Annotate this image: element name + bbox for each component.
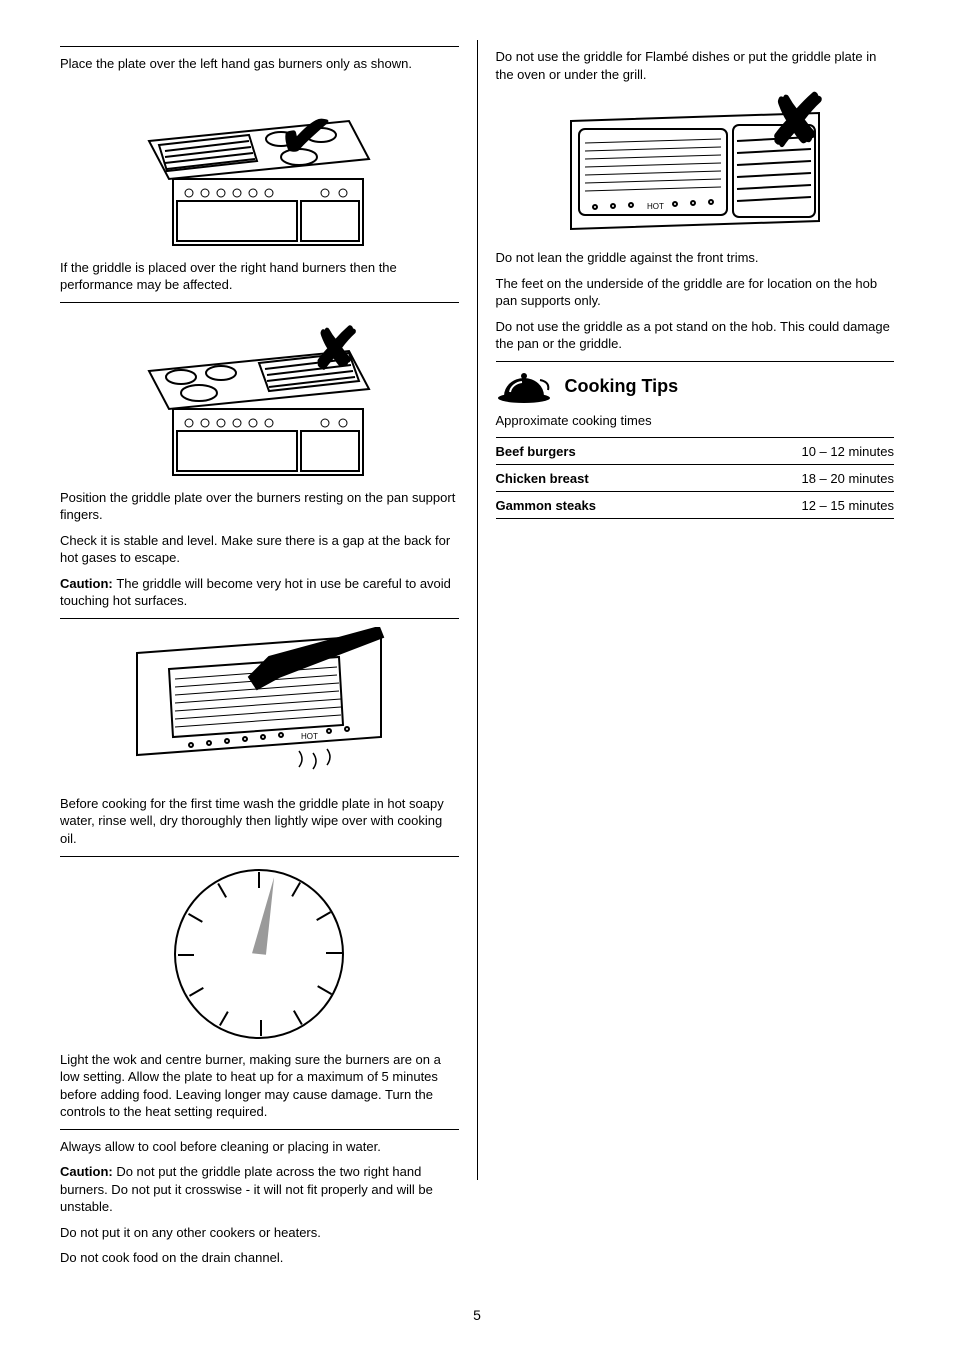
divider: [60, 302, 459, 303]
table-row: Beef burgers 10 – 12 minutes: [496, 437, 895, 465]
food-name: Chicken breast: [496, 471, 719, 486]
svg-text:HOT: HOT: [647, 202, 664, 211]
cooking-tips-title: Cooking Tips: [565, 376, 679, 396]
figure-correct-position: ✔: [60, 81, 459, 251]
page-number: 5: [0, 1307, 954, 1323]
dish-icon: [496, 370, 552, 404]
cooking-times-table: Beef burgers 10 – 12 minutes Chicken bre…: [496, 437, 895, 519]
divider: [60, 46, 459, 47]
left-para-3c: Caution: The griddle will become very ho…: [60, 575, 459, 610]
right-para-4: Do not use the griddle as a pot stand on…: [496, 318, 895, 353]
griddle-spatula-illustration: HOT: [129, 627, 389, 787]
left-para-5: Light the wok and centre burner, making …: [60, 1051, 459, 1121]
cross-icon: ✘: [311, 315, 360, 383]
divider: [496, 361, 895, 362]
cooker-correct-illustration: [139, 81, 379, 251]
svg-text:HOT: HOT: [301, 732, 318, 741]
right-para-1: Do not use the griddle for Flambé dishes…: [496, 48, 895, 83]
page-columns: Place the plate over the left hand gas b…: [60, 40, 894, 1220]
table-row: Chicken breast 18 – 20 minutes: [496, 465, 895, 492]
left-para-3a: Position the griddle plate over the burn…: [60, 489, 459, 524]
left-para-6b: Caution: Do not put the griddle plate ac…: [60, 1163, 459, 1216]
left-para-6a: Always allow to cool before cleaning or …: [60, 1138, 459, 1156]
left-column: Place the plate over the left hand gas b…: [60, 40, 477, 1220]
figure-do-not-lean: HOT ✘: [496, 91, 895, 241]
figure-spatula: HOT: [60, 627, 459, 787]
left-para-1: Place the plate over the left hand gas b…: [60, 55, 459, 73]
cook-time: 10 – 12 minutes: [719, 444, 894, 459]
cook-time: 18 – 20 minutes: [719, 471, 894, 486]
caution-text: The griddle will become very hot in use …: [60, 576, 451, 609]
left-para-2: If the griddle is placed over the right …: [60, 259, 459, 294]
check-icon: ✔: [274, 95, 338, 177]
divider: [60, 1129, 459, 1130]
cross-icon: ✘: [766, 79, 826, 163]
right-column: Do not use the griddle for Flambé dishes…: [478, 40, 895, 1220]
cook-time: 12 – 15 minutes: [719, 498, 894, 513]
cooking-tips-intro: Approximate cooking times: [496, 412, 895, 430]
food-name: Gammon steaks: [496, 498, 719, 513]
left-para-6c: Do not put it on any other cookers or he…: [60, 1224, 459, 1242]
figure-clock: [60, 865, 459, 1043]
divider: [60, 856, 459, 857]
right-para-2: Do not lean the griddle against the fron…: [496, 249, 895, 267]
left-para-4: Before cooking for the first time wash t…: [60, 795, 459, 848]
caution-label: Caution:: [60, 576, 116, 591]
food-name: Beef burgers: [496, 444, 719, 459]
cooking-tips-heading: Cooking Tips: [496, 370, 895, 404]
left-para-7: Do not cook food on the drain channel.: [60, 1249, 459, 1267]
right-para-3: The feet on the underside of the griddle…: [496, 275, 895, 310]
divider: [60, 618, 459, 619]
figure-incorrect-position: ✘: [60, 311, 459, 481]
caution-label: Caution:: [60, 1164, 116, 1179]
table-row: Gammon steaks 12 – 15 minutes: [496, 492, 895, 519]
clock-illustration: [174, 869, 344, 1039]
left-para-3b: Check it is stable and level. Make sure …: [60, 532, 459, 567]
caution-text: Do not put the griddle plate across the …: [60, 1164, 433, 1214]
